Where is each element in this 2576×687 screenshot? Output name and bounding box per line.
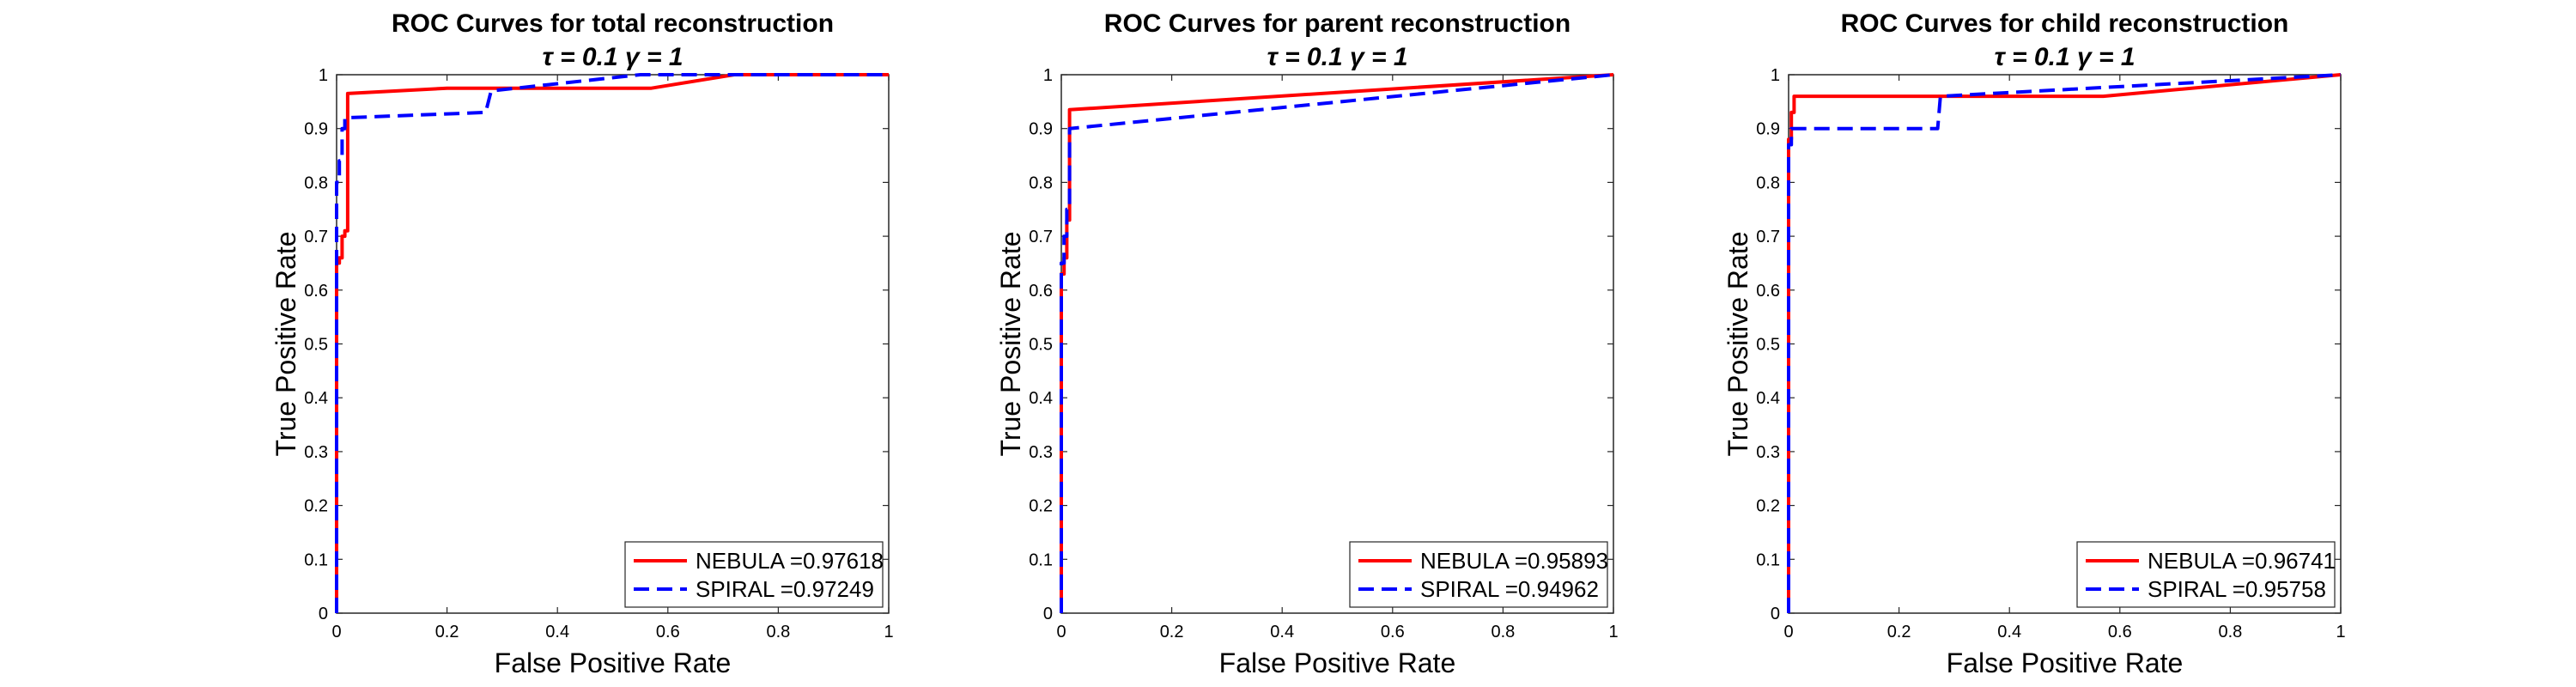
y-tick-label: 0.7 <box>304 228 328 246</box>
panels-container: ROC Curves for total reconstruction τ = 0… <box>270 9 2346 678</box>
y-tick-label: 0.4 <box>304 389 328 408</box>
y-tick-label: 0.8 <box>1029 173 1053 192</box>
x-axis-label: False Positive Rate <box>1219 647 1456 678</box>
x-tick-label: 0.4 <box>1997 623 2021 641</box>
x-tick-label: 0.8 <box>1491 623 1515 641</box>
legend-label-nebula: NEBULA =0.97618 <box>696 548 884 574</box>
legend-box <box>2076 541 2336 608</box>
y-tick-label: 0.6 <box>304 282 328 301</box>
legend-box <box>624 541 884 608</box>
y-tick-label: 0.9 <box>1029 120 1053 139</box>
roc-panel-3: ROC Curves for child reconstruction τ = 0… <box>1722 9 2346 678</box>
y-tick-label: 0.2 <box>304 497 328 516</box>
x-axis-label: False Positive Rate <box>495 647 732 678</box>
x-tick-label: 0.6 <box>656 623 680 641</box>
x-tick-label: 0 <box>1056 623 1066 641</box>
x-tick-label: 0.4 <box>1270 623 1294 641</box>
chart-title: ROC Curves for child reconstruction <box>1841 9 2289 38</box>
plot-area-frame <box>1060 74 1614 614</box>
x-tick-label: 0.6 <box>2108 623 2132 641</box>
series-line-nebula <box>1787 73 2342 613</box>
y-tick-label: 0.4 <box>1756 389 1780 408</box>
y-axis-label: True Positive Rate <box>995 231 1026 456</box>
chart-subtitle: τ = 0.1 γ = 1 <box>542 43 683 71</box>
x-tick-label: 0.8 <box>2218 623 2242 641</box>
x-tick-label: 0.2 <box>1887 623 1911 641</box>
y-tick-label: 0.8 <box>1756 173 1780 192</box>
x-tick-label: 1 <box>2336 623 2345 641</box>
chart-title: ROC Curves for total reconstruction <box>392 9 834 38</box>
y-tick-label: 0.1 <box>304 550 328 569</box>
x-axis-label: False Positive Rate <box>1947 647 2184 678</box>
roc-panel-1: ROC Curves for total reconstruction τ = 0… <box>270 9 894 678</box>
legend-label-spiral: SPIRAL =0.95758 <box>2148 576 2326 602</box>
y-tick-label: 0.3 <box>1756 443 1780 462</box>
y-tick-label: 0.9 <box>1756 120 1780 139</box>
legend-label-nebula: NEBULA =0.95893 <box>1420 548 1608 574</box>
plot-area-frame <box>336 74 890 614</box>
x-tick-label: 0.6 <box>1381 623 1405 641</box>
x-tick-label: 0 <box>1783 623 1793 641</box>
plot-area-frame <box>1788 74 2342 614</box>
x-tick-label: 0.2 <box>1160 623 1184 641</box>
legend-label-spiral: SPIRAL =0.94962 <box>1420 576 1599 602</box>
legend-box <box>1349 541 1608 608</box>
x-tick-label: 0 <box>331 623 341 641</box>
y-tick-label: 0 <box>319 605 328 623</box>
y-tick-label: 0 <box>1771 605 1780 623</box>
y-tick-label: 0.5 <box>1756 336 1780 355</box>
x-tick-label: 0.2 <box>435 623 459 641</box>
x-tick-label: 1 <box>1608 623 1618 641</box>
y-axis-label: True Positive Rate <box>1722 231 1753 456</box>
y-tick-label: 0.7 <box>1756 228 1780 246</box>
x-tick-label: 0.8 <box>766 623 790 641</box>
chart-subtitle: τ = 0.1 γ = 1 <box>1267 43 1407 71</box>
roc-panel-2: ROC Curves for parent reconstruction τ = … <box>995 9 1619 678</box>
y-tick-label: 0.2 <box>1756 497 1780 516</box>
y-tick-label: 0.9 <box>304 120 328 139</box>
series-line-spiral <box>335 73 889 613</box>
y-tick-label: 0.3 <box>1029 443 1053 462</box>
series-line-nebula <box>335 73 889 613</box>
legend-label-nebula: NEBULA =0.96741 <box>2148 548 2336 574</box>
y-tick-label: 0.2 <box>1029 497 1053 516</box>
x-tick-label: 1 <box>884 623 893 641</box>
y-tick-label: 0.4 <box>1029 389 1053 408</box>
y-tick-label: 0.7 <box>1029 228 1053 246</box>
y-tick-label: 1 <box>1043 66 1053 85</box>
y-tick-label: 1 <box>319 66 328 85</box>
y-tick-label: 1 <box>1771 66 1780 85</box>
series-line-spiral <box>1060 73 1614 613</box>
chart-subtitle: τ = 0.1 γ = 1 <box>1994 43 2135 71</box>
x-tick-label: 0.4 <box>545 623 569 641</box>
chart-title: ROC Curves for parent reconstruction <box>1104 9 1571 38</box>
y-tick-label: 0.8 <box>304 173 328 192</box>
y-tick-label: 0.1 <box>1756 550 1780 569</box>
y-tick-label: 0.5 <box>304 336 328 355</box>
legend-label-spiral: SPIRAL =0.97249 <box>696 576 874 602</box>
series-line-spiral <box>1787 73 2342 613</box>
y-tick-label: 0.3 <box>304 443 328 462</box>
y-tick-label: 0 <box>1043 605 1053 623</box>
y-tick-label: 0.5 <box>1029 336 1053 355</box>
y-tick-label: 0.1 <box>1029 550 1053 569</box>
y-axis-label: True Positive Rate <box>270 231 301 456</box>
y-tick-label: 0.6 <box>1756 282 1780 301</box>
y-tick-label: 0.6 <box>1029 282 1053 301</box>
